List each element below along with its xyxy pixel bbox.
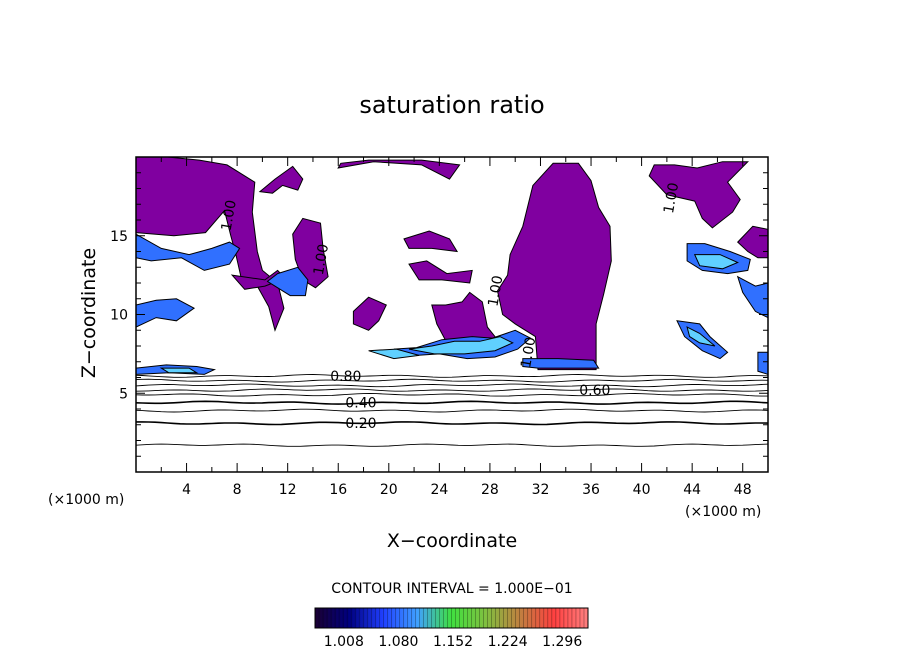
colorbar: 1.008 1.080 1.152 1.224 1.296 xyxy=(314,607,589,650)
supersaturated-region-1 xyxy=(136,298,196,328)
saturated-region-11 xyxy=(736,225,768,259)
contour-label-7: 1.00 xyxy=(518,336,539,369)
colorbar-tick-label-0: 1.008 xyxy=(324,634,364,650)
contour-line-3 xyxy=(136,400,768,405)
saturated-region-7 xyxy=(408,260,473,284)
saturated-region-2 xyxy=(648,161,749,229)
contour-line-5 xyxy=(136,388,768,392)
y-tick-label-10: 10 xyxy=(110,308,128,324)
high-supersaturated-region-3 xyxy=(159,367,199,374)
contour-label-3: 0.60 xyxy=(579,383,610,399)
colorbar-stripes xyxy=(318,608,585,628)
plot-area xyxy=(136,157,768,472)
contour-line-1 xyxy=(136,421,768,426)
contour-label-0: 0.20 xyxy=(345,416,376,432)
contour-line-8 xyxy=(136,374,768,378)
colorbar-tick-label-3: 1.224 xyxy=(488,634,528,650)
contour-line-0 xyxy=(136,443,768,447)
colorbar-tick-label-1: 1.080 xyxy=(378,634,418,650)
colorbar-tick-label-4: 1.296 xyxy=(542,634,582,650)
x-tick-label-40: 40 xyxy=(633,482,651,498)
x-tick-label-20: 20 xyxy=(380,482,398,498)
high-supersaturated-region-4 xyxy=(686,326,716,347)
x-tick-label-12: 12 xyxy=(279,482,297,498)
x-tick-label-48: 48 xyxy=(734,482,752,498)
y-tick-label-15: 15 xyxy=(110,229,128,245)
x-tick-label-36: 36 xyxy=(582,482,600,498)
saturated-region-4 xyxy=(337,159,461,180)
contour-label-1: 0.40 xyxy=(345,396,376,412)
contour-label-6: 1.00 xyxy=(485,274,506,307)
colorbar-tick-label-2: 1.152 xyxy=(433,634,473,650)
x-axis-ticks: 4 8 12 16 20 24 28 32 36 40 44 48 xyxy=(135,157,769,498)
contour-label-4: 1.00 xyxy=(219,199,240,232)
saturated-region-3 xyxy=(258,165,304,194)
x-tick-label-8: 8 xyxy=(233,482,242,498)
colorbar-frame xyxy=(314,607,589,629)
contour-label-2: 0.80 xyxy=(330,369,361,385)
contour-line-6 xyxy=(136,383,768,388)
x-tick-label-4: 4 xyxy=(182,482,191,498)
chart-title: saturation ratio xyxy=(359,91,544,119)
saturation-regions xyxy=(136,157,768,375)
y-unit-label: (×1000 m) xyxy=(48,492,124,508)
x-unit-label: (×1000 m) xyxy=(685,504,761,520)
x-tick-label-24: 24 xyxy=(430,482,448,498)
y-tick-label-5: 5 xyxy=(119,386,128,402)
supersaturated-region-9 xyxy=(757,351,768,375)
supersaturated-region-2 xyxy=(266,266,309,297)
contour-label-5: 1.00 xyxy=(311,243,332,276)
saturated-region-5 xyxy=(292,217,329,289)
contour-line-4 xyxy=(136,393,768,397)
x-axis-label: X−coordinate xyxy=(387,530,517,552)
x-tick-label-44: 44 xyxy=(683,482,701,498)
saturated-region-1 xyxy=(496,162,612,371)
supersaturated-region-0 xyxy=(136,233,241,271)
high-supersaturated-region-0 xyxy=(408,336,514,355)
x-tick-label-28: 28 xyxy=(481,482,499,498)
colorbar-ticks: 1.008 1.080 1.152 1.224 1.296 xyxy=(324,634,583,650)
y-axis-label: Z−coordinate xyxy=(78,248,100,378)
contour-line-2 xyxy=(136,408,768,413)
supersaturated-region-7 xyxy=(736,275,768,319)
high-supersaturated-region-2 xyxy=(368,348,420,360)
contour-lines xyxy=(136,374,768,447)
x-tick-label-32: 32 xyxy=(532,482,550,498)
contour-label-8: 1.00 xyxy=(661,181,682,214)
saturated-region-0 xyxy=(136,157,285,332)
supersaturated-region-8 xyxy=(522,358,600,369)
y-axis-ticks: 5 10 15 xyxy=(110,156,768,473)
high-supersaturated-region-1 xyxy=(693,254,739,270)
contour-labels: 0.20 0.40 0.80 0.60 1.00 1.00 1.00 1.00 1.00 xyxy=(219,181,683,432)
contour-interval-label: CONTOUR INTERVAL = 1.000E−01 xyxy=(331,581,572,597)
saturated-region-10 xyxy=(352,296,387,331)
x-tick-label-16: 16 xyxy=(329,482,347,498)
saturated-region-6 xyxy=(403,230,459,253)
contour-line-7 xyxy=(136,378,768,383)
